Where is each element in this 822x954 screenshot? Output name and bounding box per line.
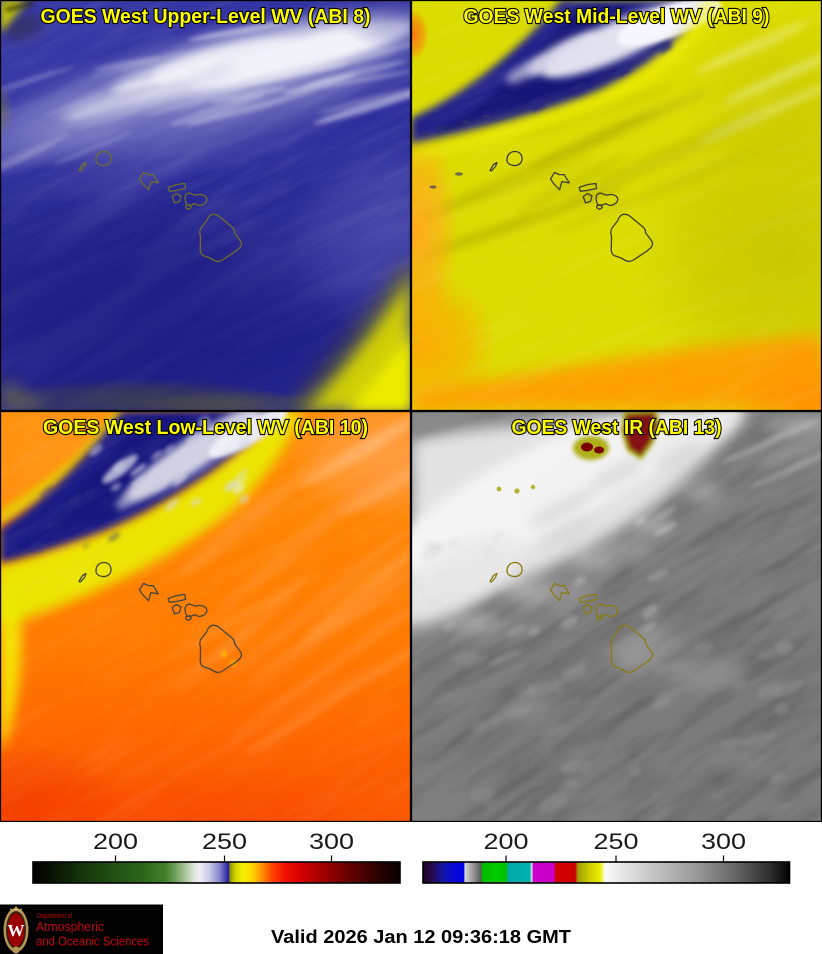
svg-text:300: 300	[701, 829, 746, 854]
svg-text:300: 300	[309, 829, 354, 854]
svg-text:200: 200	[93, 829, 138, 854]
svg-text:Valid 2026 Jan 12 09:36:18 GMT: Valid 2026 Jan 12 09:36:18 GMT	[271, 926, 572, 947]
svg-text:250: 250	[202, 829, 247, 854]
svg-text:W: W	[8, 921, 25, 940]
svg-text:and Oceanic Sciences: and Oceanic Sciences	[36, 934, 149, 949]
svg-text:250: 250	[594, 829, 639, 854]
svg-text:GOES West IR (ABI 13): GOES West IR (ABI 13)	[512, 417, 722, 439]
svg-text:200: 200	[484, 829, 529, 854]
svg-text:GOES West Mid-Level WV (ABI 9): GOES West Mid-Level WV (ABI 9)	[464, 6, 770, 28]
svg-text:GOES West Upper-Level WV (ABI: GOES West Upper-Level WV (ABI 8)	[41, 6, 371, 28]
svg-text:Department of: Department of	[37, 913, 72, 920]
svg-text:Atmospheric: Atmospheric	[36, 919, 104, 934]
svg-text:GOES West Low-Level WV (ABI 10: GOES West Low-Level WV (ABI 10)	[43, 417, 368, 439]
